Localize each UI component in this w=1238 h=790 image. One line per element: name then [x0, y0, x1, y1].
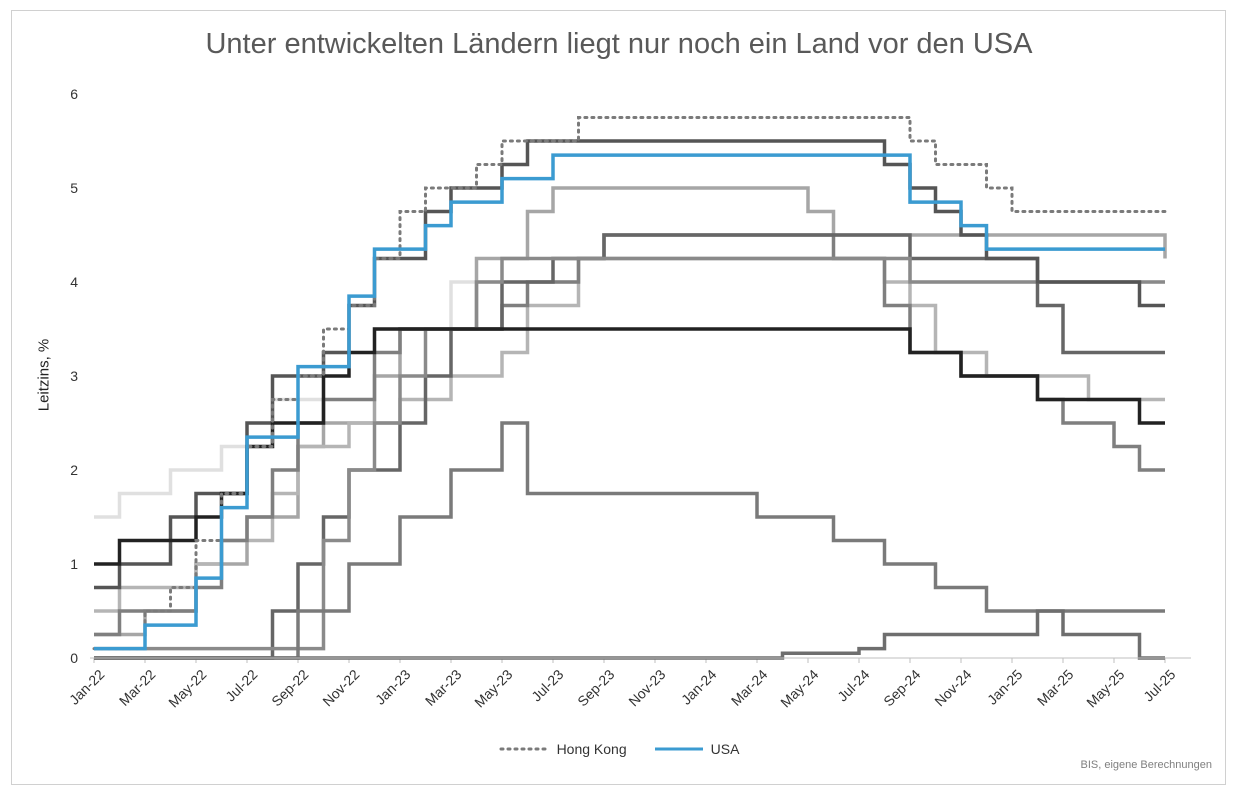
y-tick-labels: 0 1 2 3 4 5 6 [70, 86, 78, 666]
series-line [94, 327, 1165, 566]
x-tick-label: Jan-24 [678, 666, 720, 708]
x-tick-label: Sep-22 [268, 666, 311, 709]
series-line-hong-kong [92, 116, 1167, 651]
x-tick-labels: Jan-22 Mar-22 May-22 Jul-22 Sep-22 Nov-22 Jan-… [66, 658, 1179, 710]
y-tick-label: 5 [70, 180, 78, 196]
series-line [94, 256, 1165, 519]
x-tick-label: Mar-23 [422, 666, 465, 709]
x-tick-label: Mar-24 [728, 666, 771, 709]
y-tick-label: 2 [70, 462, 78, 478]
series-line [94, 256, 1165, 651]
x-tick-label: May-25 [1083, 666, 1127, 710]
legend-label: Hong Kong [556, 741, 627, 757]
series-line [94, 609, 1165, 660]
x-tick-label: Jul-24 [834, 666, 872, 704]
x-tick-label: May-24 [777, 666, 821, 710]
x-tick-label: Mar-22 [116, 666, 159, 709]
legend: Hong Kong USA [0, 741, 1238, 757]
series-line [94, 421, 1165, 660]
y-tick-label: 1 [70, 556, 78, 572]
x-tick-label: Jan-25 [984, 666, 1026, 708]
x-tick-label: Jul-25 [1140, 666, 1178, 704]
x-tick-label: Mar-25 [1034, 666, 1077, 709]
legend-item: Hong Kong [499, 741, 627, 757]
x-tick-label: May-22 [165, 666, 209, 710]
series-lines [92, 116, 1167, 660]
chart-frame [11, 10, 1226, 785]
y-tick-label: 3 [70, 368, 78, 384]
source-note: BIS, eigene Berechnungen [1080, 759, 1213, 771]
legend-swatch [654, 747, 703, 751]
legend-swatch [499, 747, 551, 751]
series-line [94, 186, 1167, 637]
x-tick-label: Nov-24 [931, 666, 974, 709]
legend-item: USA [653, 741, 740, 757]
x-tick-label: Nov-22 [319, 666, 362, 709]
x-tick-label: Sep-24 [880, 666, 923, 709]
x-tick-label: Jul-23 [528, 666, 566, 704]
series-line [94, 139, 1165, 590]
y-tick-label: 0 [70, 650, 78, 666]
y-tick-label: 6 [70, 86, 78, 102]
series-line [94, 256, 1165, 613]
x-tick-label: Jan-22 [66, 666, 108, 708]
chart-title: Unter entwickelten Ländern liegt nur noc… [205, 28, 1033, 60]
series-line-usa [94, 153, 1165, 651]
x-tick-label: Nov-23 [625, 666, 668, 709]
x-tick-label: Jan-23 [372, 666, 414, 708]
x-tick-label: May-23 [471, 666, 515, 710]
x-tick-label: Sep-23 [574, 666, 617, 709]
x-tick-label: Jul-22 [222, 666, 260, 704]
legend-label: USA [710, 741, 740, 757]
series-line [94, 233, 1165, 637]
y-tick-label: 4 [70, 274, 78, 290]
